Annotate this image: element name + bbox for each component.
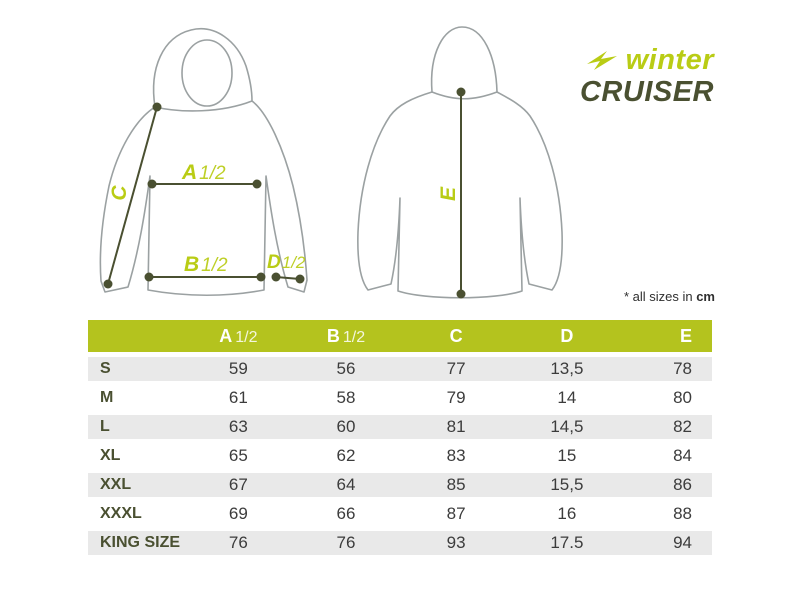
measure-dot bbox=[456, 289, 466, 299]
measure-label-e: E bbox=[437, 186, 460, 201]
measure-label-c: C bbox=[108, 185, 131, 201]
jacket-front-body-outline bbox=[99, 100, 308, 297]
cell-value: 60 bbox=[336, 417, 356, 436]
size-label: XL bbox=[100, 447, 121, 464]
jacket-back-body-outline bbox=[357, 91, 563, 299]
cell-value: 78 bbox=[673, 359, 692, 378]
size-label: S bbox=[100, 360, 111, 377]
size-label: XXXL bbox=[100, 505, 142, 522]
brand-logo: winter CRUISER bbox=[580, 46, 714, 107]
cell-value: 14,5 bbox=[550, 417, 584, 436]
brand-arrow-icon bbox=[586, 51, 617, 70]
cell-value: 88 bbox=[673, 504, 692, 523]
jacket-front-view: A 1/2 B 1/2 C D1/2 bbox=[99, 28, 308, 297]
column-header-b: B 1/2 bbox=[292, 320, 400, 352]
cell-value: 86 bbox=[673, 475, 692, 494]
jacket-front-hood-outline bbox=[152, 28, 253, 108]
cell-value: 13,5 bbox=[550, 359, 584, 378]
brand-name-top: winter bbox=[580, 46, 714, 75]
size-table: A 1/2 B 1/2 C D E S 59 56 77 13,5 78 M 61 … bbox=[88, 315, 712, 560]
cell-value: 94 bbox=[673, 533, 692, 552]
table-row-xxxl: XXXL 69 66 87 16 88 bbox=[88, 502, 712, 526]
brand-word-cruiser: CRUISER bbox=[579, 76, 714, 108]
table-row-m: M 61 58 79 14 80 bbox=[88, 386, 712, 410]
cell-value: 77 bbox=[446, 359, 466, 378]
table-row-xl: XL 65 62 83 15 84 bbox=[88, 444, 712, 468]
cell-value: 65 bbox=[228, 446, 248, 465]
measure-dot bbox=[147, 179, 157, 189]
cell-value: 82 bbox=[673, 417, 692, 436]
column-header-c: C bbox=[399, 320, 513, 352]
table-row-king-size: KING SIZE 76 76 93 17.5 94 bbox=[88, 531, 712, 555]
cell-value: 14 bbox=[557, 388, 577, 407]
cell-value: 87 bbox=[446, 504, 466, 523]
column-header-d: D bbox=[512, 320, 622, 352]
cell-value: 15 bbox=[557, 446, 577, 465]
measure-label-d: D1/2 bbox=[267, 252, 306, 273]
cell-value: 84 bbox=[673, 446, 692, 465]
cell-value: 93 bbox=[446, 533, 466, 552]
measure-line-c bbox=[107, 106, 158, 285]
measure-dot bbox=[271, 272, 281, 282]
cell-value: 56 bbox=[336, 359, 356, 378]
measure-label-b: B 1/2 bbox=[184, 253, 228, 276]
cell-value: 76 bbox=[228, 533, 248, 552]
cell-value: 58 bbox=[336, 388, 356, 407]
cell-value: 69 bbox=[228, 504, 248, 523]
size-label: M bbox=[100, 389, 114, 406]
size-label: KING SIZE bbox=[100, 534, 181, 551]
cell-value: 80 bbox=[673, 388, 692, 407]
cell-value: 85 bbox=[446, 475, 466, 494]
cell-value: 16 bbox=[557, 504, 577, 523]
jacket-front-hood-opening bbox=[181, 39, 233, 107]
measure-dot bbox=[256, 272, 266, 282]
size-table-header-row: A 1/2 B 1/2 C D E bbox=[88, 320, 712, 352]
measure-dot bbox=[144, 272, 154, 282]
measure-label-a: A 1/2 bbox=[181, 161, 226, 184]
cell-value: 83 bbox=[446, 446, 466, 465]
cell-value: 15,5 bbox=[550, 475, 584, 494]
cell-value: 62 bbox=[336, 446, 356, 465]
column-header-e: E bbox=[621, 320, 712, 352]
cell-value: 76 bbox=[336, 533, 356, 552]
cell-value: 66 bbox=[336, 504, 356, 523]
cell-value: 59 bbox=[228, 359, 248, 378]
size-label: L bbox=[100, 418, 110, 435]
cell-value: 17.5 bbox=[550, 533, 584, 552]
corner-cell bbox=[88, 320, 185, 352]
cell-value: 63 bbox=[228, 417, 248, 436]
table-row-l: L 63 60 81 14,5 82 bbox=[88, 415, 712, 439]
measure-dot bbox=[295, 274, 305, 284]
table-row-s: S 59 56 77 13,5 78 bbox=[88, 357, 712, 381]
measure-dot bbox=[152, 102, 162, 112]
measure-dot bbox=[456, 87, 466, 97]
cell-value: 67 bbox=[228, 475, 248, 494]
cell-value: 61 bbox=[228, 388, 248, 407]
units-note: * all sizes in cm bbox=[624, 289, 715, 304]
column-header-a: A 1/2 bbox=[184, 320, 293, 352]
brand-word-winter: winter bbox=[625, 44, 714, 76]
table-row-xxl: XXL 67 64 85 15,5 86 bbox=[88, 473, 712, 497]
units-note-unit: cm bbox=[696, 289, 715, 304]
cell-value: 81 bbox=[446, 417, 466, 436]
measure-dot bbox=[252, 179, 262, 189]
size-label: XXL bbox=[100, 476, 132, 493]
cell-value: 64 bbox=[336, 475, 356, 494]
jacket-back-hood-outline bbox=[430, 26, 498, 93]
jacket-back-view: E bbox=[357, 26, 563, 299]
measure-dot bbox=[103, 279, 113, 289]
units-note-text: * all sizes in bbox=[623, 289, 693, 304]
cell-value: 79 bbox=[446, 388, 466, 407]
jacket-diagram: A 1/2 B 1/2 C D1/2 E bbox=[99, 26, 563, 299]
